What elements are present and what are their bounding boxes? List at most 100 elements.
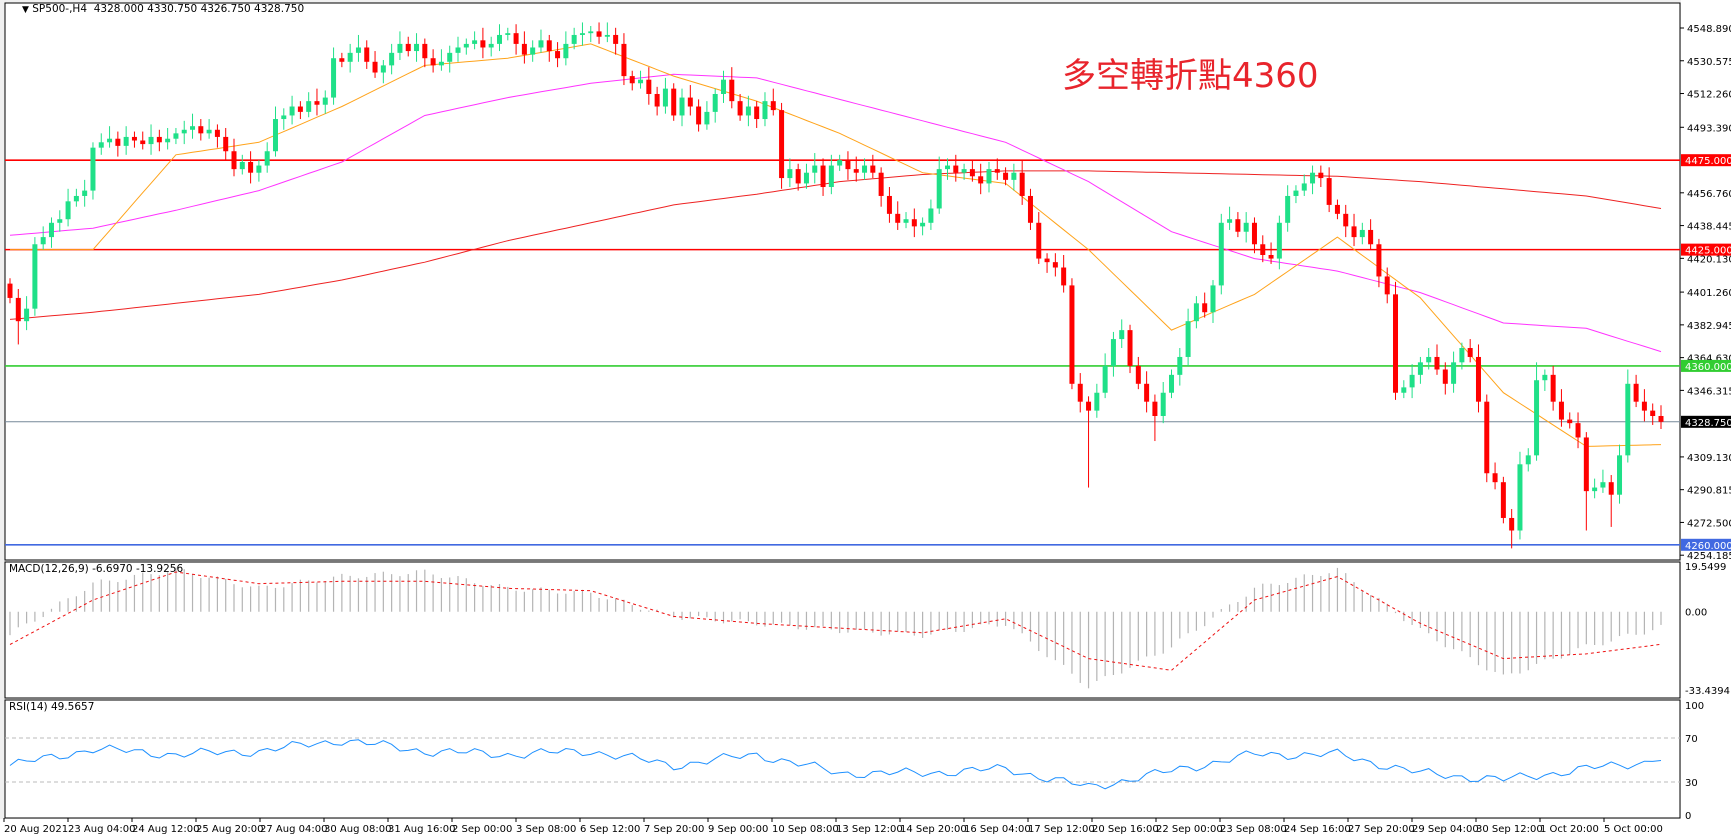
candle-body xyxy=(820,165,826,188)
candle xyxy=(1401,380,1407,399)
candle xyxy=(1359,222,1365,245)
candle xyxy=(90,142,96,200)
candle xyxy=(1467,339,1473,363)
candle xyxy=(538,29,544,53)
candle-body xyxy=(1061,267,1067,286)
candle xyxy=(248,151,254,184)
candle xyxy=(1592,478,1598,499)
time-axis-label: 10 Sep 08:00 xyxy=(772,824,839,835)
candle xyxy=(1442,362,1448,395)
rsi-axis-label: 100 xyxy=(1685,701,1704,712)
candle-body xyxy=(1343,213,1349,227)
candle-body xyxy=(1094,392,1100,411)
candle xyxy=(1318,165,1324,188)
candle-body xyxy=(878,172,884,196)
candle-body xyxy=(1003,172,1009,180)
candle xyxy=(1434,344,1440,375)
time-axis-label: 20 Sep 16:00 xyxy=(1092,824,1159,835)
time-axis-label: 30 Aug 08:00 xyxy=(324,824,391,835)
candle-body xyxy=(206,129,212,134)
candle xyxy=(1617,444,1623,504)
candle xyxy=(7,278,13,304)
candle-body xyxy=(1641,401,1647,411)
candle-body xyxy=(223,136,229,152)
candle-body xyxy=(745,106,751,116)
annotation-text[interactable]: 多空轉折點4360 xyxy=(1062,56,1319,96)
candle xyxy=(770,88,776,116)
candle xyxy=(1110,331,1116,377)
candle xyxy=(571,27,577,50)
moving-average-slow xyxy=(9,170,1662,320)
candle-body xyxy=(770,101,776,111)
candle xyxy=(1251,217,1257,254)
candle-body xyxy=(1218,222,1224,286)
candle xyxy=(1301,174,1307,196)
candle-body xyxy=(1417,362,1423,375)
candle-body xyxy=(737,101,743,116)
candle xyxy=(521,31,527,64)
candle-body xyxy=(1310,172,1316,184)
candle xyxy=(65,188,71,227)
candle xyxy=(339,52,345,68)
candle-body xyxy=(1384,276,1390,295)
candle xyxy=(928,199,934,230)
candle-body xyxy=(405,43,411,52)
candle xyxy=(1550,365,1556,411)
candle-body xyxy=(488,43,494,48)
candle-body xyxy=(447,52,453,62)
time-axis-label: 27 Aug 04:00 xyxy=(260,824,327,835)
candle xyxy=(1658,405,1664,429)
candle xyxy=(82,179,88,207)
candle xyxy=(745,95,751,127)
candle-body xyxy=(148,136,154,145)
candle-body xyxy=(463,43,469,48)
candle xyxy=(115,131,121,157)
macd-panel xyxy=(4,561,1681,699)
candle-body xyxy=(1608,482,1614,495)
candle xyxy=(621,33,627,86)
price-axis-label: 4456.760 xyxy=(1687,189,1731,200)
candle-body xyxy=(1376,244,1382,277)
time-axis-label: 25 Aug 20:00 xyxy=(196,824,263,835)
candle-body xyxy=(837,160,843,166)
candle-body xyxy=(1119,330,1125,340)
candle-body xyxy=(1434,356,1440,370)
candle-body xyxy=(646,79,652,94)
price-tag-label: 4475.000 xyxy=(1685,156,1731,167)
candle xyxy=(1276,215,1282,270)
candle xyxy=(546,34,552,62)
candle-body xyxy=(248,161,254,173)
candle-body xyxy=(579,33,585,35)
candle-body xyxy=(231,151,237,170)
candle-body xyxy=(530,47,536,55)
candle xyxy=(1003,167,1009,186)
candle xyxy=(579,22,585,46)
candle xyxy=(920,217,926,236)
candle-body xyxy=(131,136,137,141)
candle xyxy=(239,154,245,175)
candle-body xyxy=(903,219,909,223)
candle xyxy=(1633,374,1639,408)
candle-body xyxy=(1144,383,1150,402)
macd-header: MACD(12,26,9) -6.6970 -13.9256 xyxy=(9,563,184,575)
candle xyxy=(1243,212,1249,243)
candle xyxy=(48,217,54,248)
rsi-header: RSI(14) 49.5657 xyxy=(9,701,95,713)
candle-body xyxy=(1442,369,1448,384)
moving-average-fast xyxy=(10,43,1662,447)
candle xyxy=(853,156,859,182)
candle xyxy=(1500,476,1506,524)
dropdown-triangle-icon[interactable]: ▼ xyxy=(22,5,29,15)
candle xyxy=(1210,280,1216,323)
candle-body xyxy=(15,297,21,322)
candle-body xyxy=(920,222,926,227)
macd-axis-label: 0.00 xyxy=(1685,608,1707,619)
candle-body xyxy=(480,40,486,48)
candle xyxy=(795,163,801,191)
ohlc-readout: 4328.000 4330.750 4326.750 4328.750 xyxy=(93,3,305,15)
candle-body xyxy=(1334,204,1340,214)
candle-body xyxy=(1160,392,1166,416)
candle xyxy=(223,127,229,161)
candle xyxy=(1343,204,1349,238)
